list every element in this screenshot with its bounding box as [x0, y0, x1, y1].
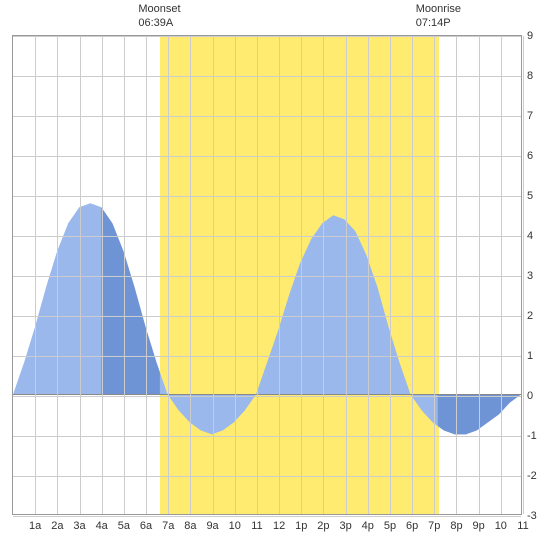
grid-line-h — [13, 356, 521, 357]
grid-line-v — [346, 36, 347, 514]
x-tick-label: 4a — [96, 520, 108, 532]
grid-line-v — [35, 36, 36, 514]
grid-line-v — [501, 36, 502, 514]
y-tick-label: 6 — [527, 150, 533, 162]
y-tick-label: 4 — [527, 230, 533, 242]
moonrise-annotation: Moonrise 07:14P — [416, 2, 461, 31]
grid-line-h — [13, 316, 521, 317]
x-tick-label: 9p — [473, 520, 485, 532]
x-tick-label: 3a — [73, 520, 85, 532]
x-tick-label: 2a — [51, 520, 63, 532]
x-tick-label: 7a — [162, 520, 174, 532]
x-tick-label: 5p — [384, 520, 396, 532]
tide-curve — [13, 36, 521, 514]
grid-line-h — [13, 396, 521, 397]
moonset-annotation: Moonset 06:39A — [138, 2, 180, 31]
grid-line-v — [213, 36, 214, 514]
x-tick-label: 3p — [339, 520, 351, 532]
grid-line-h — [13, 236, 521, 237]
grid-line-h — [13, 196, 521, 197]
x-tick-label: 1a — [29, 520, 41, 532]
grid-line-v — [323, 36, 324, 514]
grid-line-h — [13, 36, 521, 37]
plot-area: 1a2a3a4a5a6a7a8a9a1011121p2p3p4p5p6p7p8p… — [12, 35, 522, 515]
grid-line-v — [412, 36, 413, 514]
moonset-time: 06:39A — [138, 16, 180, 30]
y-tick-label: -2 — [527, 470, 537, 482]
y-tick-label: -3 — [527, 510, 537, 522]
moonrise-time: 07:14P — [416, 16, 461, 30]
grid-line-v — [102, 36, 103, 514]
grid-line-v — [523, 36, 524, 514]
y-tick-label: 9 — [527, 30, 533, 42]
grid-line-h — [13, 516, 521, 517]
y-tick-label: 5 — [527, 190, 533, 202]
moonset-label: Moonset — [138, 2, 180, 16]
grid-line-v — [279, 36, 280, 514]
y-tick-label: 3 — [527, 270, 533, 282]
x-tick-label: 7p — [428, 520, 440, 532]
x-tick-label: 4p — [362, 520, 374, 532]
grid-line-v — [301, 36, 302, 514]
x-tick-label: 12 — [273, 520, 285, 532]
grid-line-h — [13, 436, 521, 437]
x-tick-label: 2p — [317, 520, 329, 532]
x-tick-label: 11 — [251, 520, 262, 532]
grid-line-h — [13, 116, 521, 117]
y-tick-label: 7 — [527, 110, 533, 122]
grid-line-v — [124, 36, 125, 514]
moonrise-label: Moonrise — [416, 2, 461, 16]
tide-chart: 1a2a3a4a5a6a7a8a9a1011121p2p3p4p5p6p7p8p… — [0, 0, 550, 550]
x-tick-label: 8a — [184, 520, 196, 532]
grid-line-v — [235, 36, 236, 514]
x-tick-label: 6p — [406, 520, 418, 532]
grid-line-h — [13, 76, 521, 77]
grid-line-v — [368, 36, 369, 514]
grid-line-v — [390, 36, 391, 514]
x-tick-label: 9a — [206, 520, 218, 532]
x-tick-label: 6a — [140, 520, 152, 532]
grid-line-v — [434, 36, 435, 514]
y-tick-label: -1 — [527, 430, 537, 442]
grid-line-v — [80, 36, 81, 514]
grid-line-v — [168, 36, 169, 514]
grid-line-v — [146, 36, 147, 514]
y-tick-label: 0 — [527, 390, 533, 402]
y-tick-label: 1 — [527, 350, 533, 362]
grid-line-v — [190, 36, 191, 514]
y-tick-label: 8 — [527, 70, 533, 82]
grid-line-h — [13, 156, 521, 157]
grid-line-v — [479, 36, 480, 514]
grid-line-v — [456, 36, 457, 514]
x-tick-label: 5a — [118, 520, 130, 532]
x-tick-label: 8p — [450, 520, 462, 532]
x-tick-label: 10 — [495, 520, 507, 532]
x-tick-label: 1p — [295, 520, 307, 532]
grid-line-h — [13, 476, 521, 477]
grid-line-v — [57, 36, 58, 514]
y-tick-label: 2 — [527, 310, 533, 322]
grid-line-v — [257, 36, 258, 514]
x-tick-label: 10 — [229, 520, 241, 532]
grid-line-h — [13, 276, 521, 277]
